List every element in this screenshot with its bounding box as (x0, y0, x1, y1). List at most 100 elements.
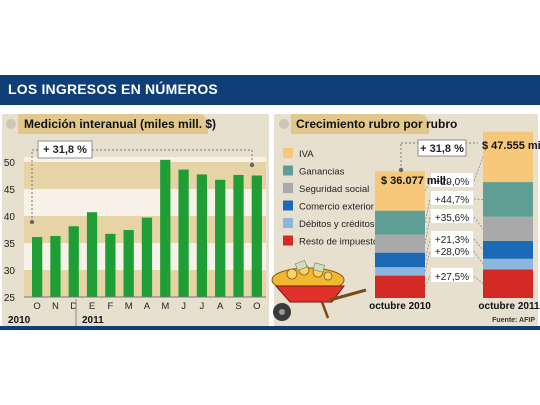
left-tab (18, 114, 208, 134)
legend-swatch (283, 235, 293, 246)
legend-label: Seguridad social (299, 184, 369, 195)
y-axis-ticks: 25 30 35 40 45 50 (4, 158, 16, 304)
stack-segment (483, 216, 533, 241)
connector-line (473, 250, 484, 265)
bracket-dot-start (29, 219, 35, 225)
stack-segment (375, 252, 425, 268)
stack-segment (483, 269, 533, 298)
bar (215, 179, 226, 297)
connector-line (424, 198, 431, 223)
growth-label-box (431, 231, 473, 245)
growth-label-box (431, 173, 473, 187)
legend-label: Ganancias (299, 167, 345, 178)
y-tick-label: 45 (4, 185, 16, 196)
growth-label-box (37, 140, 93, 159)
connector-line (424, 250, 431, 272)
growth-label: +35,6% (435, 213, 469, 224)
bar (86, 212, 98, 297)
stack-segment (375, 267, 425, 276)
growth-label: +27,5% (435, 272, 469, 283)
growth-label: +29,0% (435, 177, 469, 188)
bar (32, 237, 43, 297)
left-tab-dot (6, 119, 16, 129)
left-heading: Medición interanual (miles mill. $) (24, 117, 217, 131)
legend-swatch (283, 165, 293, 176)
stack-segment (483, 240, 533, 259)
y-tick-label: 40 (4, 212, 16, 223)
connector-line (424, 180, 431, 192)
y-tick-label: 50 (4, 158, 16, 169)
bar (50, 235, 61, 297)
y-tick-label: 30 (4, 266, 16, 277)
source-note: Fuente: AFIP (492, 317, 535, 324)
x-tick-label: M (125, 301, 133, 312)
x-tick-label: A (217, 301, 224, 312)
total-2011: $ 47.555 mill. (482, 140, 540, 152)
x-tick-label: F (107, 301, 113, 312)
growth-label: +28,0% (435, 247, 469, 258)
legend-label: Comercio exterior (299, 202, 374, 213)
stack-segment (483, 182, 533, 217)
stack-segment (375, 275, 425, 298)
right-tab-dot (279, 119, 289, 129)
legend-label: IVA (299, 149, 314, 160)
growth-label-box (431, 191, 473, 205)
legend-swatch (283, 183, 293, 193)
legend-swatch (283, 218, 293, 228)
x-tick-label: S (235, 301, 241, 312)
category-label-2011: octubre 2011 (478, 301, 540, 312)
right-tab (291, 114, 429, 134)
growth-label-box (431, 268, 473, 282)
bars (32, 159, 262, 297)
bar (123, 230, 134, 297)
category-label-2010: octubre 2010 (369, 301, 431, 312)
x-tick-label: J (200, 301, 205, 312)
bracket-dot-end (249, 162, 255, 168)
total-bracket-dot (398, 167, 404, 173)
bottom-rule (0, 326, 540, 330)
stacked-bars (375, 131, 533, 298)
x-tick-label: O (253, 301, 260, 312)
chart-band (24, 162, 266, 189)
y-tick-label: 25 (4, 293, 16, 304)
growth-label: +44,7% (435, 195, 469, 206)
connector-line (473, 216, 484, 230)
legend: IVA Ganancias Seguridad social Comercio ext… (283, 148, 383, 248)
growth-label-box (431, 209, 473, 223)
connector-line (473, 156, 484, 182)
stack-segment (375, 210, 425, 235)
growth-labels: +27,5% +28,0%+21,3% +35,6% +44,7% +29,0% (424, 156, 484, 287)
title-bar (0, 75, 540, 105)
right-heading: Crecimiento rubro por rubro (296, 117, 458, 131)
y-tick-label: 35 (4, 239, 16, 250)
bar (105, 233, 116, 297)
bar (178, 169, 189, 297)
bar (160, 159, 171, 297)
growth-label: +21,3% (435, 235, 469, 246)
total-2010: $ 36.077 mill. (381, 175, 449, 187)
page-title: LOS INGRESOS EN NÚMEROS (8, 81, 218, 97)
x-tick-label: D (70, 301, 77, 312)
connector-line (473, 238, 484, 251)
x-tick-label: O (33, 301, 40, 312)
legend-swatch (283, 200, 293, 211)
x-tick-label: M (161, 301, 169, 312)
chart-band (24, 157, 266, 162)
growth-label: + 31,8 % (43, 144, 87, 156)
connector-line (424, 216, 431, 244)
year-strip (2, 312, 269, 327)
bar (196, 174, 208, 297)
bar (68, 226, 79, 297)
x-tick-label: A (144, 301, 151, 312)
legend-label: Débitos y créditos (299, 219, 375, 230)
connector-line (424, 238, 431, 261)
wheelbarrow-illustration (271, 260, 367, 321)
x-tick-label: E (89, 301, 95, 312)
x-tick-label: N (52, 301, 59, 312)
connector-line (473, 275, 484, 285)
stack-segment (375, 171, 425, 211)
stack-segment (375, 234, 425, 253)
